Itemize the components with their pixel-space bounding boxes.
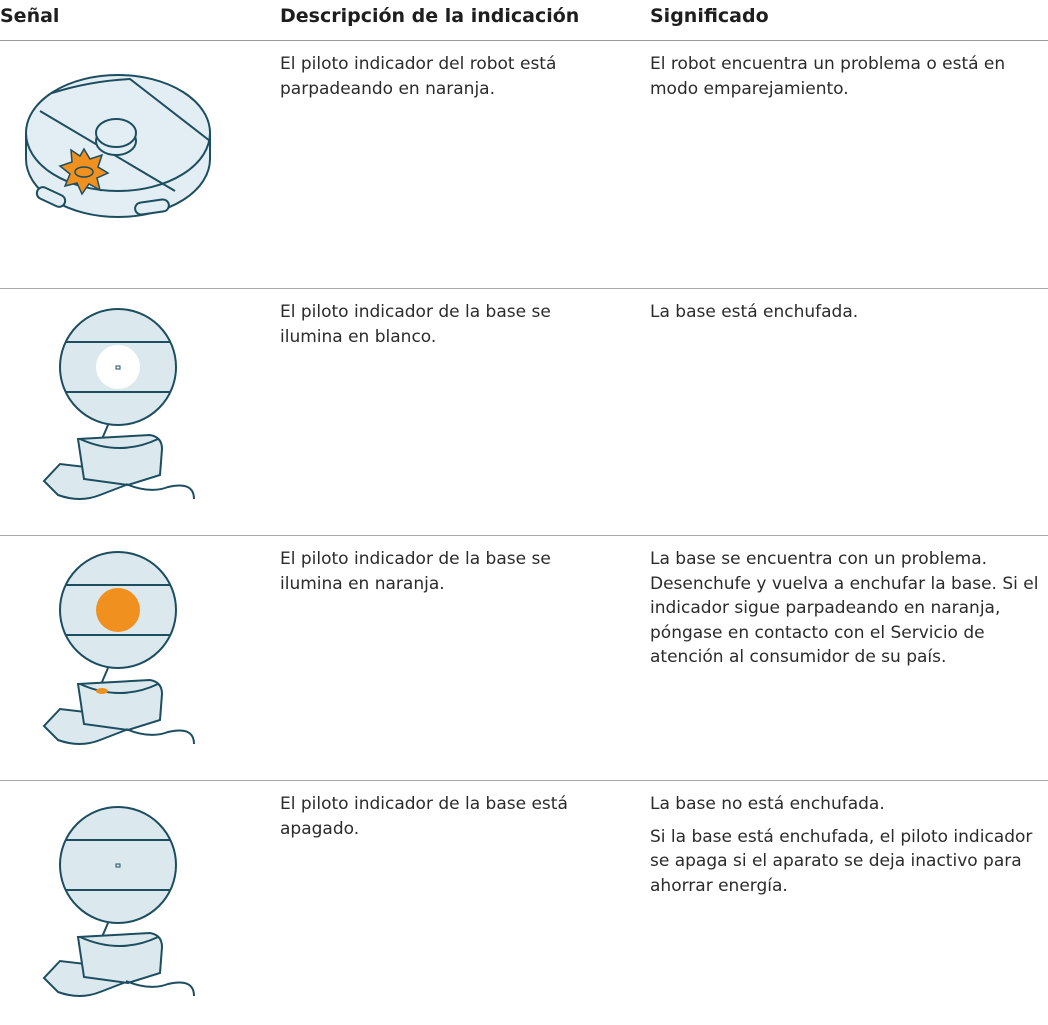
meaning: La base está enchufada.: [650, 300, 1045, 333]
description: El piloto indicador de la base se ilumin…: [280, 549, 551, 594]
meaning-text: El robot encuentra un problema o está en…: [650, 54, 1006, 99]
table-header: Señal Descripción de la indicación Signi…: [0, 0, 1048, 41]
meaning-text: La base se encuentra con un problema. De…: [650, 549, 1039, 667]
description: El piloto indicador del robot está parpa…: [280, 54, 557, 99]
robot-illustration: [25, 74, 211, 218]
description: El piloto indicador de la base se ilumin…: [280, 302, 551, 347]
table-row: El piloto indicador de la base está apag…: [0, 781, 1048, 1025]
base-illustration: [42, 308, 195, 500]
table-row: El piloto indicador del robot está parpa…: [0, 41, 1048, 289]
description: El piloto indicador de la base está apag…: [280, 794, 568, 839]
table-row: El piloto indicador de la base se ilumin…: [0, 536, 1048, 781]
meaning: El robot encuentra un problema o está en…: [650, 52, 1045, 109]
meaning-text: La base no está enchufada.: [650, 794, 885, 814]
table-row: El piloto indicador de la base se ilumin…: [0, 289, 1048, 536]
base-illustration: [42, 551, 195, 745]
meaning-text: Si la base está enchufada, el piloto ind…: [650, 826, 1033, 896]
meaning-text: La base está enchufada.: [650, 302, 859, 322]
base-illustration: [42, 806, 195, 997]
header-cell: Descripción de la indicación: [280, 5, 580, 27]
header-cell: Significado: [650, 5, 769, 27]
meaning: La base se encuentra con un problema. De…: [650, 547, 1045, 678]
header-cell: Señal: [0, 5, 60, 27]
meaning: La base no está enchufada. Si la base es…: [650, 792, 1045, 906]
